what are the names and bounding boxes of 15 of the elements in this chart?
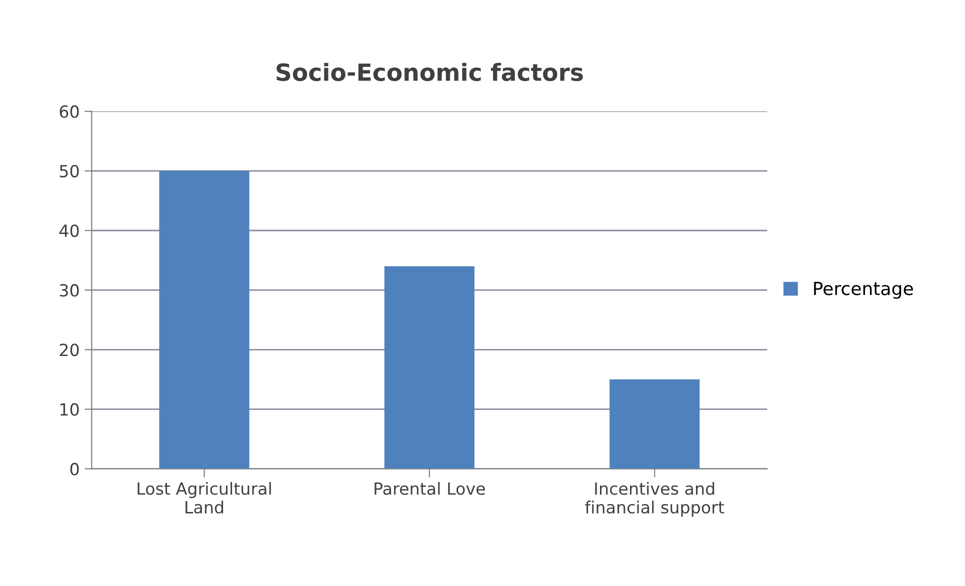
y-tick-label: 20 xyxy=(60,344,79,356)
y-tick-label: 60 xyxy=(60,105,79,118)
chart-title: Socio-Economic factors xyxy=(276,62,583,82)
y-tick-label: 0 xyxy=(70,462,79,476)
x-tick-label: Parental Love xyxy=(374,482,485,495)
x-tick-label: Incentives and financial support xyxy=(585,482,724,517)
bar xyxy=(610,379,700,469)
y-tick-label: 50 xyxy=(60,164,79,178)
x-tick-label: Lost Agricultural Land xyxy=(138,482,271,514)
bar xyxy=(384,266,474,469)
bar xyxy=(159,170,250,469)
legend-label: Percentage xyxy=(814,282,913,299)
y-tick-label: 30 xyxy=(60,284,79,297)
y-tick-label: 10 xyxy=(60,403,79,416)
y-tick-label: 40 xyxy=(59,224,79,238)
